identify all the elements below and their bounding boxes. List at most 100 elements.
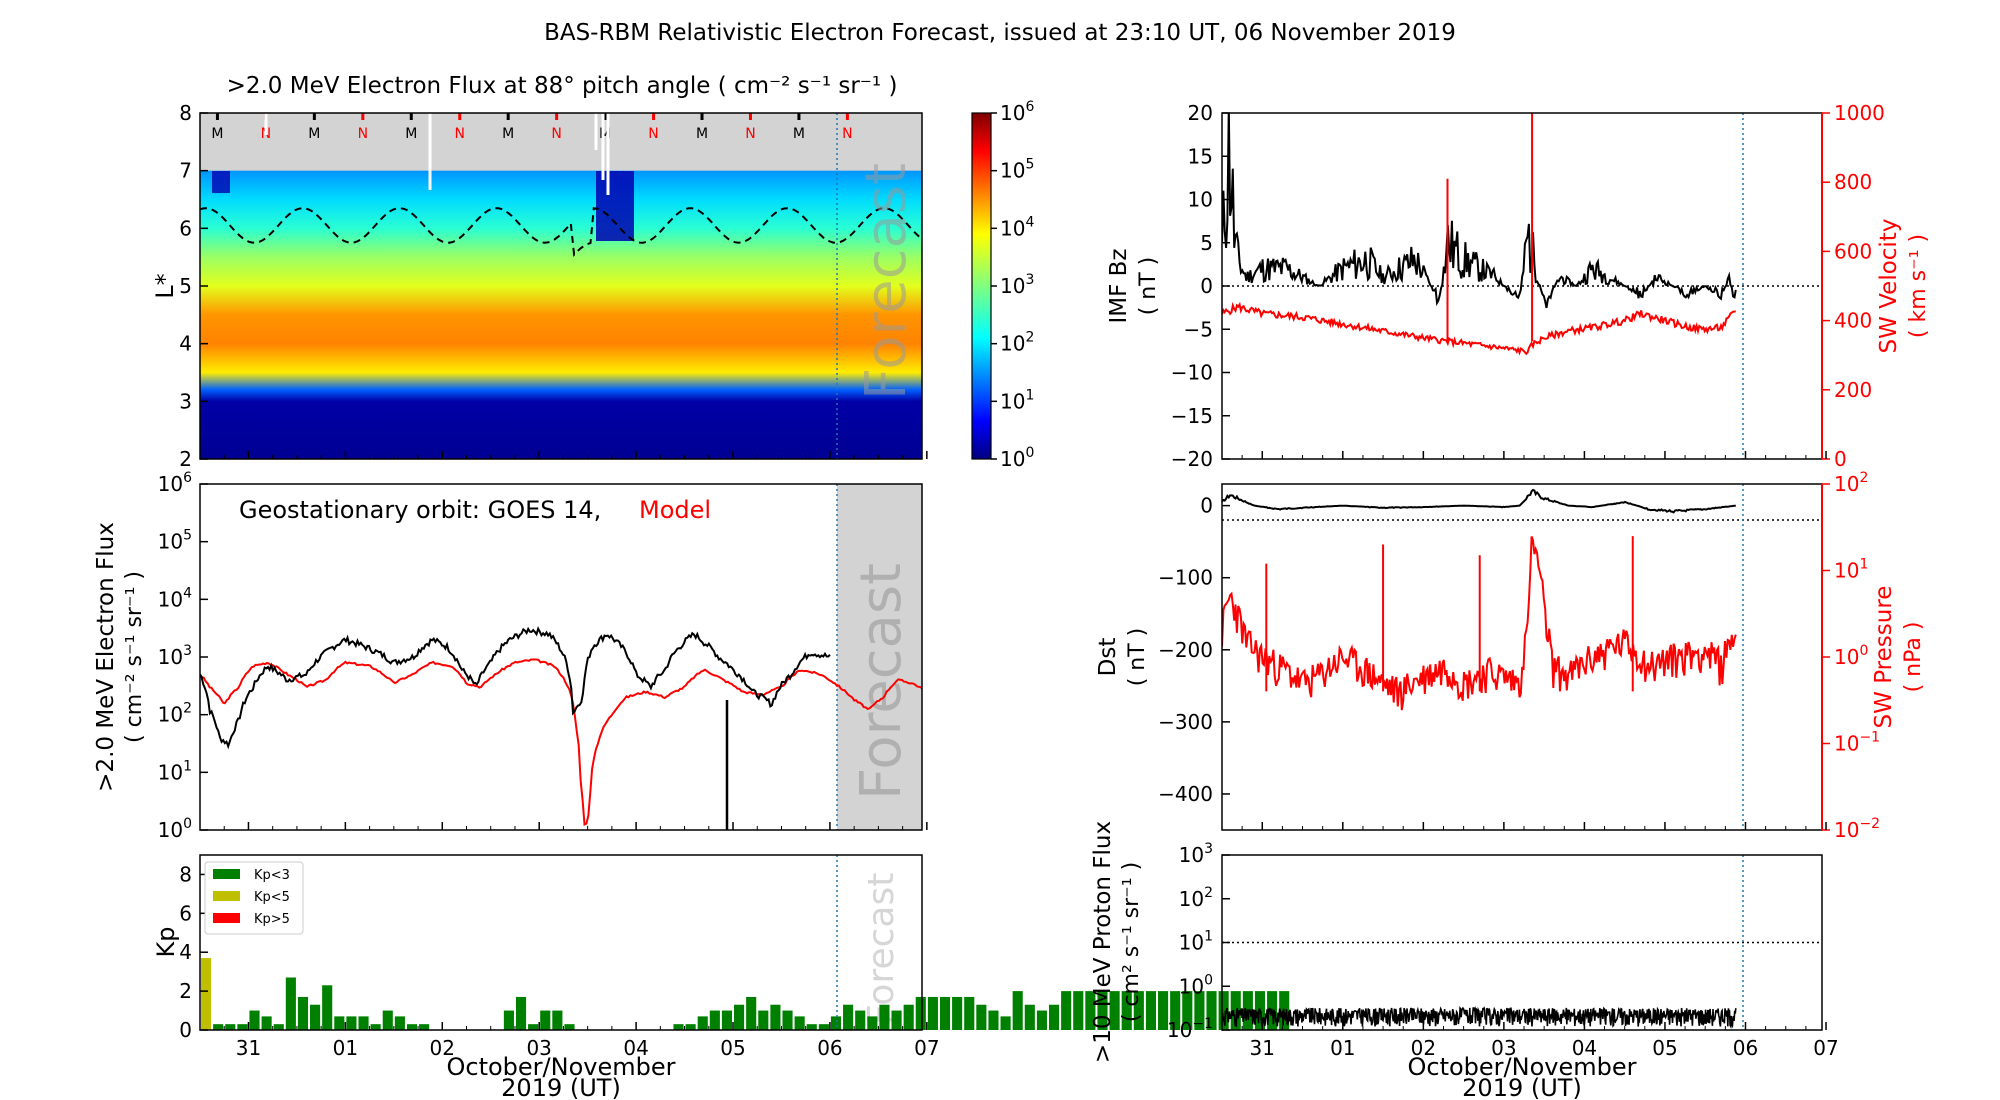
kp-bar — [285, 977, 296, 1030]
marker-label: N — [842, 126, 852, 142]
x-tick-label: 06 — [1733, 1036, 1758, 1060]
y-tick-label: −300 — [1158, 710, 1213, 734]
geo-forecast-shade — [837, 484, 922, 830]
heatmap-title: >2.0 MeV Electron Flux at 88° pitch angl… — [227, 73, 898, 99]
kp-bar — [213, 1024, 224, 1030]
kp-bar — [1109, 991, 1120, 1030]
lstar-heatmap-panel: >2.0 MeV Electron Flux at 88° pitch angl… — [151, 73, 1034, 471]
kp-bar — [1218, 991, 1229, 1030]
y-tick-label: 0 — [179, 1018, 192, 1042]
y-tick-label: 106 — [158, 470, 192, 496]
x-tick-label: 05 — [720, 1036, 745, 1060]
kp-bar — [758, 1010, 769, 1030]
y-tick-label: 10 — [1188, 188, 1213, 212]
legend-swatch-kp-mid — [213, 891, 240, 901]
kp-bar — [322, 985, 333, 1030]
kp-bar — [201, 958, 212, 1030]
marker-label: N — [745, 126, 755, 142]
kp-bar — [1145, 991, 1157, 1030]
kp-bar — [297, 996, 309, 1030]
kp-ylabel: Kp — [152, 927, 180, 958]
kp-bar — [1097, 991, 1108, 1030]
y-tick-label: 2 — [179, 979, 192, 1003]
kp-bar — [1182, 991, 1193, 1030]
colorbar-tick-label: 102 — [1000, 330, 1034, 356]
kp-bar — [515, 996, 527, 1030]
kp-bar — [964, 996, 975, 1030]
kp-bar — [903, 1004, 914, 1030]
y-tick-label: 8 — [179, 101, 192, 125]
kp-bar — [867, 1016, 878, 1030]
series-proton-line — [1222, 1005, 1737, 1030]
x-tick-label: 01 — [333, 1036, 358, 1060]
y-tick-label: −400 — [1158, 782, 1213, 806]
y-tick-label: 105 — [158, 528, 192, 554]
sw-velocity-y-axis: 0 200 400 600 800 1000 — [1821, 101, 1885, 471]
proton-panel: 10−1 100 101 102 103 31 01 02 03 04 05 06 07 >10 Me… — [1090, 821, 1839, 1063]
y-tick-label: 15 — [1188, 144, 1213, 168]
colorbar — [971, 112, 992, 460]
y-right-tick-label: 102 — [1834, 470, 1868, 496]
kp-bar — [1073, 991, 1084, 1030]
y-tick-label: 4 — [179, 332, 192, 356]
dst-frame — [1221, 483, 1823, 831]
y-right-tick-label: 1000 — [1834, 101, 1885, 125]
kp-bar — [1170, 991, 1181, 1030]
sw-pressure-ylabel: SW Pressure — [1871, 586, 1897, 729]
heatmap-flux-field — [200, 170, 922, 459]
imf-ylabel: IMF Bz — [1106, 248, 1132, 323]
x-tick-label: 31 — [236, 1036, 261, 1060]
kp-bar — [1000, 1016, 1011, 1030]
sw-pressure-ylabel-units: ( nPa ) — [1901, 622, 1926, 693]
imf-y-axis: −20 −15 −10 −5 0 5 10 15 20 — [1171, 101, 1230, 471]
page-title: BAS-RBM Relativistic Electron Forecast, … — [544, 20, 1456, 46]
kp-bar — [564, 1024, 575, 1030]
y-tick-label: 102 — [158, 701, 192, 727]
kp-bar — [1121, 991, 1132, 1030]
y-tick-label: 4 — [179, 940, 192, 964]
marker-label: N — [648, 126, 658, 142]
y-tick-label: 0 — [1200, 494, 1213, 518]
kp-legend: Kp<3 Kp<5 Kp>5 — [204, 861, 304, 935]
left-xlabel-line2: 2019 (UT) — [501, 1074, 621, 1100]
kp-bar — [1133, 991, 1144, 1030]
y-tick-label: 6 — [179, 901, 192, 925]
x-tick-label: 03 — [1491, 1036, 1516, 1060]
y-tick-label: 102 — [1179, 885, 1213, 911]
imf-panel: −20 −15 −10 −5 0 5 10 15 20 0 200 400 600 800 1000 IM… — [1106, 101, 1931, 471]
kp-bar — [225, 1024, 236, 1030]
kp-bar — [697, 1016, 708, 1030]
x-tick-label: 04 — [623, 1036, 648, 1060]
kp-bar — [503, 1010, 514, 1030]
geo-x-ticks — [223, 822, 928, 830]
kp-bar — [891, 1010, 902, 1030]
kp-bar — [358, 1016, 369, 1030]
dst-y-axis: −400 −300 −200 −100 0 — [1158, 494, 1230, 806]
kp-bar — [540, 1010, 551, 1030]
kp-forecast-watermark: Forecast — [861, 873, 902, 1025]
kp-bar — [855, 1010, 866, 1030]
x-tick-label: 06 — [817, 1036, 842, 1060]
colorbar-tick-label: 100 — [1000, 445, 1034, 471]
marker-label: M — [405, 126, 417, 142]
legend-label-kp-mid: Kp<5 — [254, 890, 290, 905]
magnetopause-markers: MNMNMNMNMNMNMN — [211, 113, 853, 142]
y-tick-label: −15 — [1171, 404, 1213, 428]
kp-bar — [394, 1016, 405, 1030]
y-tick-label: 103 — [158, 643, 192, 669]
y-tick-label: 10−1 — [1167, 1016, 1213, 1042]
kp-y-axis: 0 2 4 6 8 — [179, 862, 208, 1042]
colorbar-tick-label: 106 — [1000, 99, 1034, 125]
colorbar-tick-label: 105 — [1000, 157, 1034, 183]
kp-bar — [830, 1016, 842, 1030]
geo-frame — [199, 483, 923, 831]
colorbar-tick-label: 101 — [1000, 387, 1034, 413]
legend-swatch-kp-high — [213, 913, 240, 923]
y-tick-label: 6 — [179, 216, 192, 240]
colorbar-ticks: 100 101 102 103 104 105 106 — [991, 99, 1034, 471]
y-tick-label: −10 — [1171, 361, 1213, 385]
kp-bar — [1206, 991, 1217, 1030]
legend-label-kp-low: Kp<3 — [254, 868, 290, 883]
y-tick-label: 8 — [179, 862, 192, 886]
